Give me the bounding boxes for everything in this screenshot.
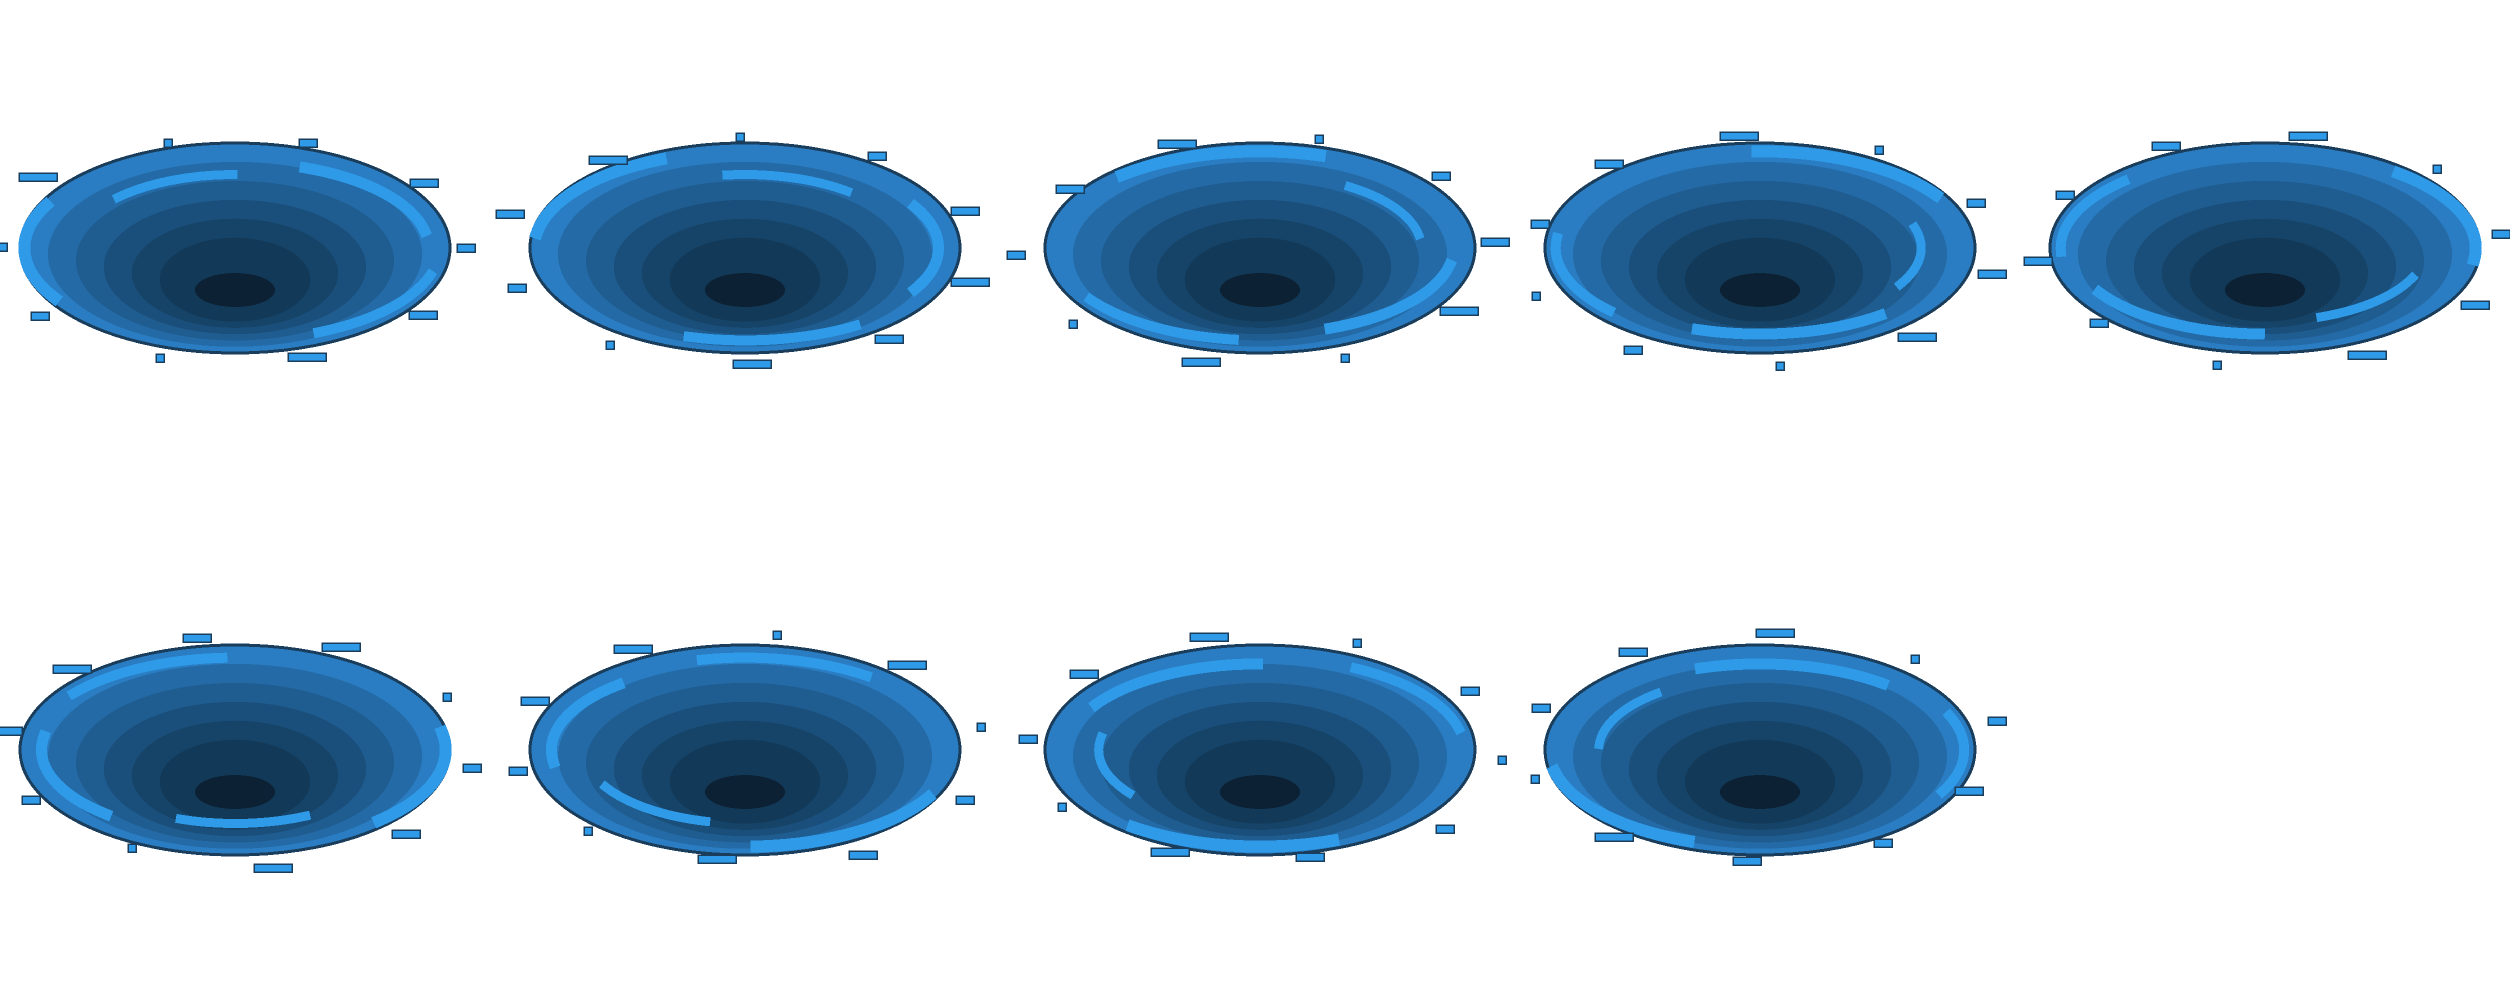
whirlpool-frame-9: [1530, 628, 2007, 866]
whirlpool-frame-3: [1006, 134, 1510, 367]
whirlpool-frame-7: [508, 630, 986, 864]
whirlpool-frame-1: [0, 138, 476, 363]
whirlpool-frame-2: [495, 132, 990, 369]
whirlpool-frame-4: [1530, 131, 2007, 371]
whirlpool-frame-8: [1018, 632, 1507, 862]
whirlpool-frame-5: [2023, 131, 2510, 370]
whirlpool-frame-6: [0, 633, 482, 873]
